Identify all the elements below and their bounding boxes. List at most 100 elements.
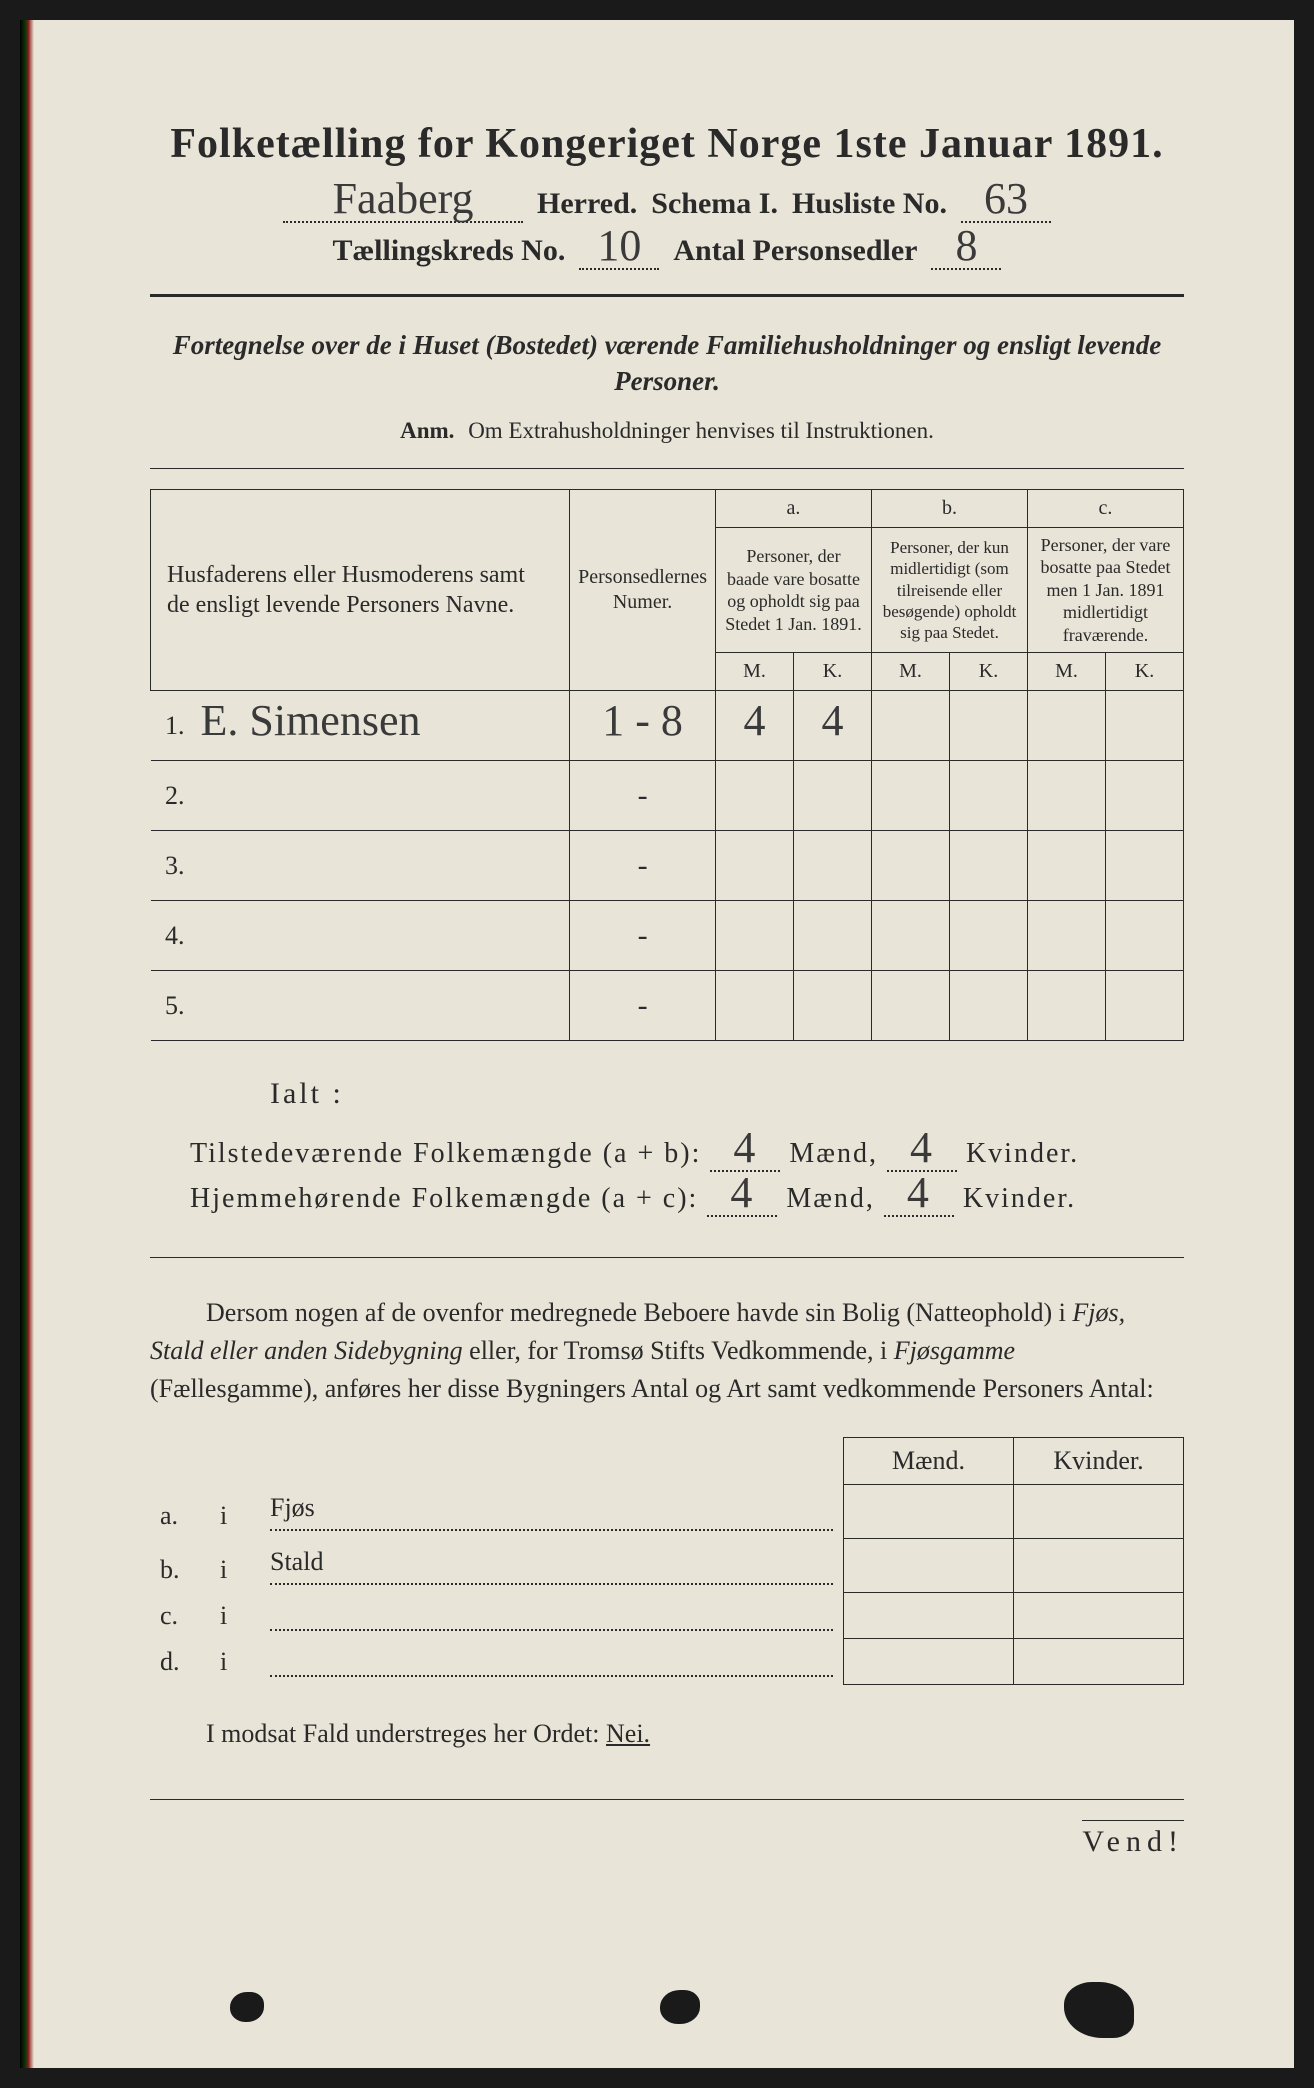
totals-2-label: Hjemmehørende Folkemængde (a + c): xyxy=(190,1183,698,1214)
col-c-k: K. xyxy=(1106,653,1184,691)
para-p2: eller, for Tromsø Stifts Vedkommende, i xyxy=(463,1336,894,1365)
b-k-cell xyxy=(950,831,1028,901)
table-row: 4. - xyxy=(151,901,1184,971)
row-number: 1. xyxy=(151,691,193,761)
a-k-cell xyxy=(794,761,872,831)
row-number: 4. xyxy=(151,901,193,971)
name-cell xyxy=(193,831,570,901)
b-k-cell xyxy=(950,691,1028,761)
numer-cell: - xyxy=(570,831,716,901)
name-cell: E. Simensen xyxy=(193,691,570,761)
sub-i: i xyxy=(210,1593,260,1639)
header-line-2: Tællingskreds No. 10 Antal Personsedler … xyxy=(150,233,1184,270)
inkblot-3 xyxy=(1064,1982,1134,2038)
name-cell xyxy=(193,971,570,1041)
sub-building: Stald xyxy=(260,1539,844,1593)
nei-text: I modsat Fald understreges her Ordet: xyxy=(206,1719,606,1748)
para-it2: Fjøsgamme xyxy=(894,1336,1015,1365)
sub-row: c.i xyxy=(150,1593,1184,1639)
c-k-cell xyxy=(1106,761,1184,831)
c-k-cell xyxy=(1106,971,1184,1041)
totals-1-m: 4 xyxy=(733,1135,757,1161)
col-numer-header: Personsedlernes Numer. xyxy=(570,489,716,691)
ialt-label: Ialt : xyxy=(270,1077,1184,1111)
rule-3 xyxy=(150,1257,1184,1258)
col-b-k: K. xyxy=(950,653,1028,691)
col-a-label: a. xyxy=(716,489,872,527)
kreds-field: 10 xyxy=(579,233,659,270)
a-m-cell xyxy=(716,901,794,971)
b-k-cell xyxy=(950,901,1028,971)
totals-1-m-field: 4 xyxy=(710,1135,780,1172)
totals-2-m: 4 xyxy=(730,1180,754,1206)
a-m-cell xyxy=(716,971,794,1041)
col-c-label: c. xyxy=(1028,489,1184,527)
totals-line-1: Tilstedeværende Folkemængde (a + b): 4 M… xyxy=(190,1135,1184,1172)
antal-field: 8 xyxy=(931,233,1001,270)
rule-1 xyxy=(150,294,1184,297)
numer-cell: - xyxy=(570,901,716,971)
a-k-cell: 4 xyxy=(794,691,872,761)
b-m-cell xyxy=(872,971,950,1041)
col-b-m: M. xyxy=(872,653,950,691)
antal-value: 8 xyxy=(955,233,977,259)
col-c-text: Personer, der vare bosatte paa Stedet me… xyxy=(1028,527,1184,653)
c-m-cell xyxy=(1028,971,1106,1041)
a-m-cell: 4 xyxy=(716,691,794,761)
b-m-cell xyxy=(872,761,950,831)
table-row: 5.- xyxy=(151,971,1184,1041)
b-k-cell xyxy=(950,761,1028,831)
totals-2-k: 4 xyxy=(907,1180,931,1206)
anm-label: Anm. xyxy=(400,418,454,443)
rule-4 xyxy=(150,1799,1184,1800)
a-k-cell xyxy=(794,901,872,971)
totals-line-2: Hjemmehørende Folkemængde (a + c): 4 Mæn… xyxy=(190,1180,1184,1217)
sub-row: b.iStald xyxy=(150,1539,1184,1593)
c-m-cell xyxy=(1028,831,1106,901)
table-row: 1.E. Simensen1 - 844 xyxy=(151,691,1184,761)
household-table: Husfaderens eller Husmoderens samt de en… xyxy=(150,489,1184,1042)
sub-kvinder-cell xyxy=(1014,1485,1184,1539)
outbuilding-paragraph: Dersom nogen af de ovenfor medregnede Be… xyxy=(150,1294,1184,1407)
rule-2 xyxy=(150,468,1184,469)
totals-1-k-field: 4 xyxy=(887,1135,957,1172)
row-number: 5. xyxy=(151,971,193,1041)
c-m-cell xyxy=(1028,761,1106,831)
b-m-cell xyxy=(872,901,950,971)
col-b-label: b. xyxy=(872,489,1028,527)
c-k-cell xyxy=(1106,831,1184,901)
totals-maend-2: Mænd, xyxy=(786,1183,875,1214)
sub-kvinder-cell xyxy=(1014,1593,1184,1639)
census-form-page: Folketælling for Kongeriget Norge 1ste J… xyxy=(20,20,1294,2068)
row-number: 2. xyxy=(151,761,193,831)
sub-kvinder-cell xyxy=(1014,1639,1184,1685)
kreds-value: 10 xyxy=(597,233,641,259)
c-m-cell xyxy=(1028,901,1106,971)
sub-building xyxy=(260,1639,844,1685)
totals-2-k-field: 4 xyxy=(884,1180,954,1217)
col-a-m: M. xyxy=(716,653,794,691)
sub-maend-cell xyxy=(844,1639,1014,1685)
sub-i: i xyxy=(210,1639,260,1685)
antal-label: Antal Personsedler xyxy=(673,234,917,268)
a-m-cell xyxy=(716,761,794,831)
sub-letter: b. xyxy=(150,1539,210,1593)
col-a-text: Personer, der baade vare bosatte og opho… xyxy=(716,527,872,653)
kreds-label: Tællingskreds No. xyxy=(333,234,566,268)
row-number: 3. xyxy=(151,831,193,901)
sub-letter: d. xyxy=(150,1639,210,1685)
schema-label: Schema I. xyxy=(651,187,778,221)
b-m-cell xyxy=(872,691,950,761)
sub-letter: a. xyxy=(150,1485,210,1539)
col-b-text: Personer, der kun midlertidigt (som tilr… xyxy=(872,527,1028,653)
sub-kvinder-cell xyxy=(1014,1539,1184,1593)
nei-line: I modsat Fald understreges her Ordet: Ne… xyxy=(150,1719,1184,1749)
vend-label: Vend! xyxy=(1082,1820,1184,1859)
inkblot-1 xyxy=(230,1992,264,2022)
name-cell xyxy=(193,901,570,971)
sub-building: Fjøs xyxy=(260,1485,844,1539)
outbuilding-table: Mænd. Kvinder. a.iFjøsb.iStaldc.id.i xyxy=(150,1437,1184,1685)
b-k-cell xyxy=(950,971,1028,1041)
sub-maend-header: Mænd. xyxy=(844,1438,1014,1485)
table-row: 3. - xyxy=(151,831,1184,901)
